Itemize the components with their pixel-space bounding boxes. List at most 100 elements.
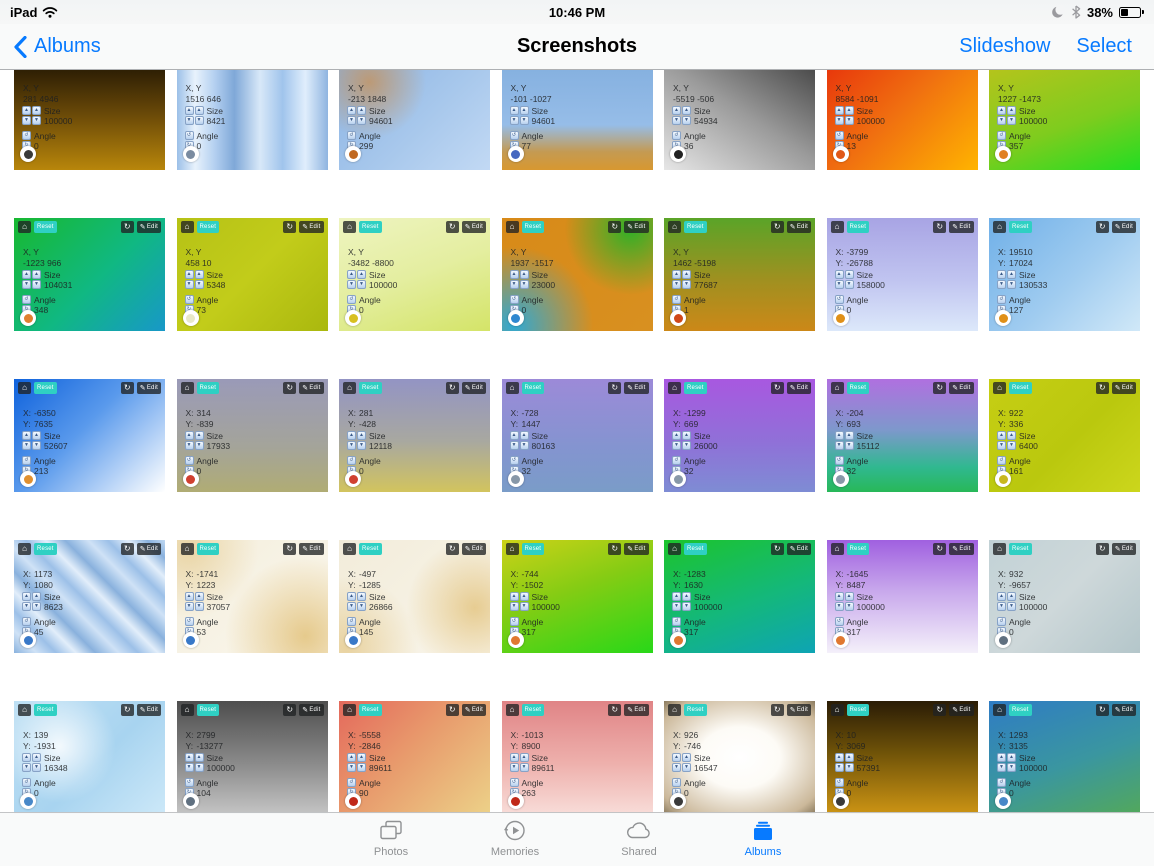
size-increment-icon: ▲ — [22, 431, 31, 440]
refresh-icon: ↻ — [770, 543, 784, 555]
photo-thumbnail[interactable]: ⌂ Reset ↻ ✎ Edit X, Y -1223 966 ▲ ▲ ▼ ▼ Size 104031 ↺… — [14, 218, 165, 331]
photo-thumbnail[interactable]: ⌂ Reset ↻ ✎ Edit X: 922 Y: 336 ▲ ▲ ▼ ▼ Size 6400 ↺ ↻ Angl… — [989, 379, 1140, 492]
rotate-ccw-icon: ↺ — [347, 295, 356, 304]
photo-thumbnail[interactable]: ⌂ Reset ↻ ✎ Edit X: 932 Y: -9657 ▲ ▲ ▼ ▼ Size 100000 ↺ ↻… — [989, 540, 1140, 653]
coordinates-label: X: -1013 Y: 8900 — [511, 730, 544, 752]
home-icon: ⌂ — [343, 704, 356, 716]
photo-thumbnail[interactable]: ⌂ Reset ↻ ✎ Edit X: -744 Y: -1502 ▲ ▲ ▼ ▼ Size 100000 ↺… — [501, 540, 653, 653]
size-decrement-icon: ▼ — [997, 116, 1006, 125]
photo-thumbnail[interactable]: ⌂ Reset ↻ ✎ Edit X: 19510 Y: 17024 ▲ ▲ ▼ ▼ Size 130533… — [989, 218, 1140, 331]
photo-thumbnail[interactable]: ⌂ Reset ↻ ✎ Edit X, Y 458 10 ▲ ▲ ▼ ▼ Size 5348 ↺ ↻ Angl… — [176, 218, 328, 331]
angle-control: ↺ ↻ Angle 0 — [184, 131, 218, 151]
size-label: Size — [206, 270, 224, 280]
tab-photos[interactable]: Photos — [357, 813, 425, 866]
photo-thumbnail[interactable]: ⌂ Reset ↻ ✎ Edit X: 314 Y: -839 ▲ ▲ ▼ ▼ Size 17933 ↺ ↻ An… — [176, 379, 328, 492]
size-control: ▲ ▲ ▼ ▼ Size 8421 — [184, 106, 225, 126]
photo-thumbnail[interactable]: ⌂ Reset ↻ ✎ Edit X: -1741 Y: 1223 ▲ ▲ ▼ ▼ Size 37057 ↺ ↻… — [176, 540, 328, 653]
photo-thumbnail[interactable]: ⌂ Reset ↻ ✎ Edit X: -497 Y: -1285 ▲ ▲ ▼ ▼ Size 26866 ↺ ↻… — [339, 540, 490, 653]
edit-badge: ✎ Edit — [786, 221, 811, 233]
size-value: 130533 — [1019, 280, 1048, 290]
photo-thumbnail[interactable]: ⌂ Reset ↻ ✎ Edit X: -728 Y: 1447 ▲ ▲ ▼ ▼ Size 80163 ↺ ↻ A… — [501, 379, 653, 492]
photo-thumbnail[interactable]: ⌂ Reset ↻ ✎ Edit X: -1013 Y: 8900 ▲ ▲ ▼ ▼ Size 89611 ↺ ↻… — [501, 701, 653, 814]
rotate-ccw-icon: ↺ — [672, 295, 681, 304]
slideshow-button[interactable]: Slideshow — [959, 35, 1051, 57]
tab-shared[interactable]: Shared — [605, 813, 673, 866]
size-increment-icon: ▲ — [1007, 592, 1016, 601]
x-label: X: — [510, 569, 519, 579]
photo-thumbnail[interactable]: ⌂ Reset ↻ ✎ Edit X: -1299 Y: 669 ▲ ▲ ▼ ▼ Size 26000 ↺ ↻ A… — [664, 379, 815, 492]
size-control: ▲ ▲ ▼ ▼ Size 89611 — [509, 753, 555, 773]
photo-thumbnail[interactable]: ⌂ Reset ↻ ✎ Edit X: 10 Y: 3069 ▲ ▲ ▼ ▼ Size 57391 ↺ ↻ Ang… — [826, 701, 978, 814]
angle-control: ↺ ↻ Angle 0 — [509, 295, 543, 315]
photo-thumbnail[interactable]: ⌂ Reset ↻ ✎ Edit X, Y 1937 -1517 ▲ ▲ ▼ ▼ Size 23000 ↺… — [501, 218, 653, 331]
reset-badge: Reset — [359, 704, 382, 716]
x-label: X: — [835, 247, 844, 257]
select-button[interactable]: Select — [1076, 35, 1132, 57]
y-value: -2846 — [359, 741, 381, 751]
photo-thumbnail[interactable]: ⌂ Reset ↻ ✎ Edit X, Y -3482 -8800 ▲ ▲ ▼ ▼ Size 10000… — [339, 218, 490, 331]
photo-thumbnail[interactable]: ⌂ Reset ↻ ✎ Edit X: 139 Y: -1931 ▲ ▲ ▼ ▼ Size 16348 ↺ ↻ A… — [14, 701, 165, 814]
coordinates-label: X, Y -1223 966 — [23, 247, 61, 269]
photo-thumbnail[interactable]: ⌂ Reset ↻ ✎ Edit X: 281 Y: -428 ▲ ▲ ▼ ▼ Size 12118 ↺ ↻ An… — [339, 379, 490, 492]
photo-thumbnail[interactable]: ⌂ Reset ↻ ✎ Edit X, Y 1462 -5198 ▲ ▲ ▼ ▼ Size 77687 ↺… — [664, 218, 815, 331]
size-value: 158000 — [856, 280, 885, 290]
photo-thumbnail[interactable]: ⌂ Reset ↻ ✎ Edit X: 2799 Y: -13277 ▲ ▲ ▼ ▼ Size 100000… — [176, 701, 328, 814]
angle-value: 145 — [359, 627, 374, 637]
photo-thumbnail[interactable]: ⌂ Reset ↻ ✎ Edit X: 1173 Y: 1080 ▲ ▲ ▼ ▼ Size 8623 ↺ ↻ An… — [14, 540, 165, 653]
angle-value: 73 — [196, 305, 206, 315]
x-label: X: — [673, 408, 682, 418]
size-decrement-icon: ▼ — [997, 602, 1006, 611]
size-decrement-icon: ▼ — [834, 441, 844, 450]
pencil-icon: ✎ — [789, 223, 796, 231]
size-decrement-icon: ▼ — [194, 116, 204, 125]
photo-thumbnail[interactable]: ⌂ Reset ↻ ✎ Edit X: 926 Y: -746 ▲ ▲ ▼ ▼ Size 16547 ↺ ↻ An… — [664, 701, 815, 814]
rotate-ccw-icon: ↺ — [184, 295, 194, 304]
edit-badge-label: Edit — [471, 546, 483, 552]
y-label: Y: — [998, 419, 1006, 429]
photo-thumbnail[interactable]: ⌂ Reset ↻ ✎ Edit X: -5558 Y: -2846 ▲ ▲ ▼ ▼ Size 89611 ↺… — [339, 701, 490, 814]
edit-badge-label: Edit — [146, 224, 158, 230]
size-increment-icon: ▲ — [347, 270, 356, 279]
size-decrement-icon: ▼ — [194, 763, 204, 772]
photo-thumbnail[interactable]: ⌂ Reset ↻ ✎ Edit X: -1645 Y: 8487 ▲ ▲ ▼ ▼ Size 100000 ↺… — [826, 540, 978, 653]
size-value: 100000 — [1019, 602, 1048, 612]
pencil-icon: ✎ — [789, 706, 796, 714]
size-increment-icon: ▲ — [997, 270, 1006, 279]
clock: 10:46 PM — [548, 4, 606, 20]
edit-badge-label: Edit — [146, 707, 158, 713]
pencil-icon: ✎ — [302, 706, 309, 714]
x-label: X: — [23, 408, 32, 418]
size-label: Size — [694, 431, 711, 441]
back-button[interactable]: Albums — [14, 35, 101, 58]
refresh-icon: ↻ — [608, 382, 622, 394]
size-value: 16348 — [44, 763, 68, 773]
pencil-icon: ✎ — [302, 384, 309, 392]
tab-label: Albums — [744, 846, 782, 858]
angle-value: 0 — [521, 305, 527, 315]
reset-badge: Reset — [359, 543, 382, 555]
angle-value: 13 — [846, 141, 856, 151]
tab-albums[interactable]: Albums — [729, 813, 797, 866]
photo-thumbnail[interactable]: ⌂ Reset ↻ ✎ Edit X: -3799 Y: -26788 ▲ ▲ ▼ ▼ Size 15800… — [826, 218, 978, 331]
photo-thumbnail[interactable]: ⌂ Reset ↻ ✎ Edit X: 1293 Y: 3135 ▲ ▲ ▼ ▼ Size 100000 ↺ ↻… — [989, 701, 1140, 814]
xy-value: 1937 -1517 — [510, 258, 554, 268]
photo-thumbnail[interactable]: ⌂ Reset ↻ ✎ Edit X: -204 Y: 693 ▲ ▲ ▼ ▼ Size 15112 ↺ ↻ An… — [826, 379, 978, 492]
size-control: ▲ ▲ ▼ ▼ Size 104031 — [22, 270, 72, 290]
x-value: -1741 — [196, 569, 219, 579]
photo-thumbnail[interactable]: ⌂ Reset ↻ ✎ Edit X: -6350 Y: 7635 ▲ ▲ ▼ ▼ Size 52607 ↺ ↻… — [14, 379, 165, 492]
edit-badge-label: Edit — [959, 385, 971, 391]
edit-badge: ✎ Edit — [1111, 704, 1136, 716]
xy-value: 1227 -1473 — [998, 94, 1042, 104]
angle-label: Angle — [1009, 131, 1031, 141]
y-value: 1630 — [684, 580, 703, 590]
refresh-icon: ↻ — [120, 704, 134, 716]
tab-memories[interactable]: Memories — [481, 813, 549, 866]
photo-thumbnail[interactable]: ⌂ Reset ↻ ✎ Edit X: -1283 Y: 1630 ▲ ▲ ▼ ▼ Size 100000 ↺… — [664, 540, 815, 653]
